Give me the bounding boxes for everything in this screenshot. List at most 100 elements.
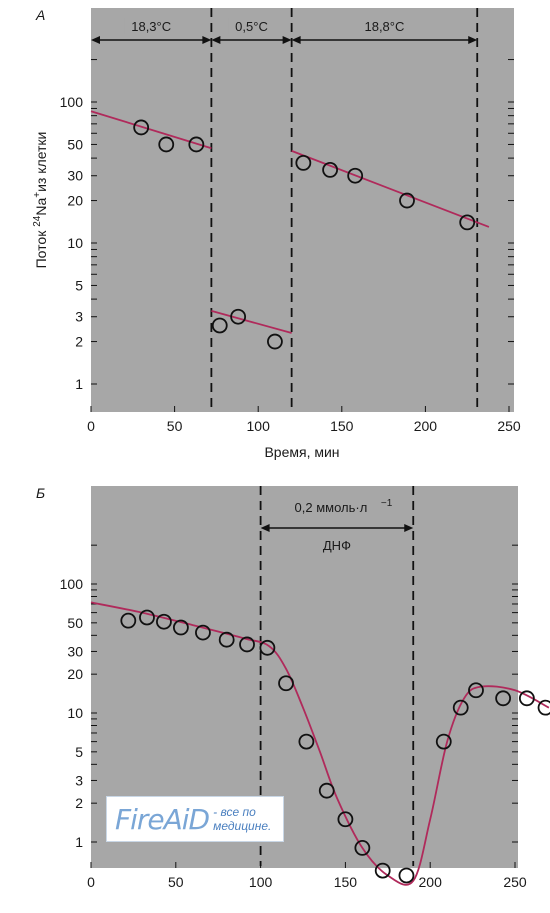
treatment-label-dose: 0,2 ммоль·л bbox=[295, 500, 368, 515]
data-point bbox=[156, 613, 172, 630]
y-label-isotope: 24 bbox=[32, 215, 43, 227]
y-label-ion: Na bbox=[33, 198, 49, 216]
y-tick-label: 10 bbox=[67, 705, 83, 721]
watermark-caption-line2: медицине. bbox=[213, 819, 272, 833]
data-point bbox=[259, 639, 276, 656]
y-tick-label: 100 bbox=[60, 94, 84, 110]
section-span-0-head-left bbox=[91, 36, 100, 44]
data-point bbox=[399, 192, 415, 209]
x-tick-label: 100 bbox=[249, 874, 273, 890]
y-tick-label: 5 bbox=[75, 277, 83, 293]
section-label-bg bbox=[228, 18, 275, 34]
x-tick-label: 100 bbox=[247, 418, 271, 434]
data-point bbox=[278, 675, 294, 692]
section-span-1-head-right bbox=[282, 36, 292, 44]
panel-label-b: Б bbox=[36, 485, 45, 501]
fit-curve bbox=[90, 601, 550, 886]
data-point bbox=[188, 136, 205, 153]
section-span-0-head-right bbox=[202, 36, 212, 44]
y-tick-label: 10 bbox=[67, 235, 83, 251]
data-point bbox=[298, 733, 315, 750]
data-point bbox=[133, 119, 150, 136]
treatment-label-drug: ДНФ bbox=[323, 538, 351, 553]
data-point bbox=[347, 167, 364, 184]
y-tick-label: 30 bbox=[67, 643, 83, 659]
data-point bbox=[318, 782, 335, 799]
watermark: FireAiD - все по медицине. bbox=[106, 796, 284, 842]
section-label: 18,3°C bbox=[131, 19, 171, 34]
section-label-bg bbox=[357, 18, 412, 34]
x-axis-label: Время, мин bbox=[264, 444, 339, 460]
treatment-label-unit-exp: −1 bbox=[381, 498, 393, 509]
data-point bbox=[452, 699, 469, 716]
watermark-logo: FireAiD bbox=[115, 802, 210, 836]
section-span-2-head-right bbox=[468, 36, 478, 44]
data-point bbox=[211, 317, 228, 334]
y-tick-label: 20 bbox=[67, 666, 83, 682]
data-point bbox=[537, 699, 550, 716]
data-point bbox=[230, 308, 247, 325]
panel-label-a: А bbox=[35, 7, 45, 23]
treatment-span-head-left bbox=[260, 524, 270, 532]
x-tick-label: 150 bbox=[330, 418, 354, 434]
data-point bbox=[322, 161, 338, 178]
y-tick-label: 3 bbox=[75, 309, 83, 325]
section-label-bg bbox=[124, 18, 179, 34]
data-point bbox=[172, 619, 189, 636]
data-point bbox=[354, 840, 371, 856]
fit-line bbox=[90, 110, 212, 150]
data-point bbox=[267, 333, 283, 350]
y-label-charge: + bbox=[32, 192, 43, 198]
watermark-caption: - все по медицине. bbox=[213, 805, 271, 833]
y-label-suffix: из клетки bbox=[33, 132, 49, 192]
fit-line bbox=[291, 150, 490, 228]
y-tick-label: 1 bbox=[75, 834, 83, 850]
y-tick-label: 30 bbox=[67, 168, 83, 184]
data-point bbox=[468, 682, 484, 699]
data-point bbox=[195, 624, 211, 641]
fit-line bbox=[211, 310, 292, 334]
plot-area-a bbox=[91, 8, 514, 412]
data-point bbox=[295, 154, 312, 171]
x-tick-label: 50 bbox=[167, 418, 183, 434]
section-span-1-head-left bbox=[211, 36, 221, 44]
data-point bbox=[495, 690, 512, 707]
section-label: 18,8°C bbox=[364, 19, 404, 34]
y-label-prefix: Поток bbox=[33, 227, 49, 269]
y-tick-label: 50 bbox=[67, 136, 83, 152]
y-tick-label: 50 bbox=[67, 615, 83, 631]
y-axis-label: Поток 24Na+из клетки bbox=[32, 132, 49, 269]
section-span-2-head-left bbox=[291, 36, 301, 44]
data-point bbox=[120, 612, 137, 629]
data-point bbox=[435, 733, 452, 750]
watermark-caption-line1: - все по bbox=[213, 805, 256, 819]
data-point bbox=[139, 609, 155, 626]
x-tick-label: 200 bbox=[414, 418, 438, 434]
y-tick-label: 1 bbox=[75, 376, 83, 392]
x-tick-label: 0 bbox=[87, 418, 95, 434]
data-point bbox=[337, 811, 354, 828]
data-point bbox=[518, 690, 535, 707]
y-tick-label: 20 bbox=[67, 193, 83, 209]
y-tick-label: 2 bbox=[75, 795, 83, 811]
x-tick-label: 250 bbox=[503, 874, 527, 890]
data-point bbox=[218, 631, 235, 648]
treatment-span-head-right bbox=[404, 524, 414, 532]
x-tick-label: 200 bbox=[419, 874, 443, 890]
y-tick-label: 100 bbox=[60, 576, 84, 592]
data-point bbox=[239, 636, 255, 653]
x-tick-label: 150 bbox=[334, 874, 358, 890]
x-tick-label: 250 bbox=[497, 418, 521, 434]
data-point bbox=[398, 867, 415, 884]
x-tick-label: 0 bbox=[87, 874, 95, 890]
y-tick-label: 5 bbox=[75, 744, 83, 760]
data-point bbox=[374, 862, 391, 879]
section-label: 0,5°C bbox=[235, 19, 268, 34]
data-point bbox=[459, 214, 476, 231]
x-tick-label: 50 bbox=[168, 874, 184, 890]
data-point bbox=[158, 136, 175, 153]
y-tick-label: 2 bbox=[75, 334, 83, 350]
y-tick-label: 3 bbox=[75, 772, 83, 788]
